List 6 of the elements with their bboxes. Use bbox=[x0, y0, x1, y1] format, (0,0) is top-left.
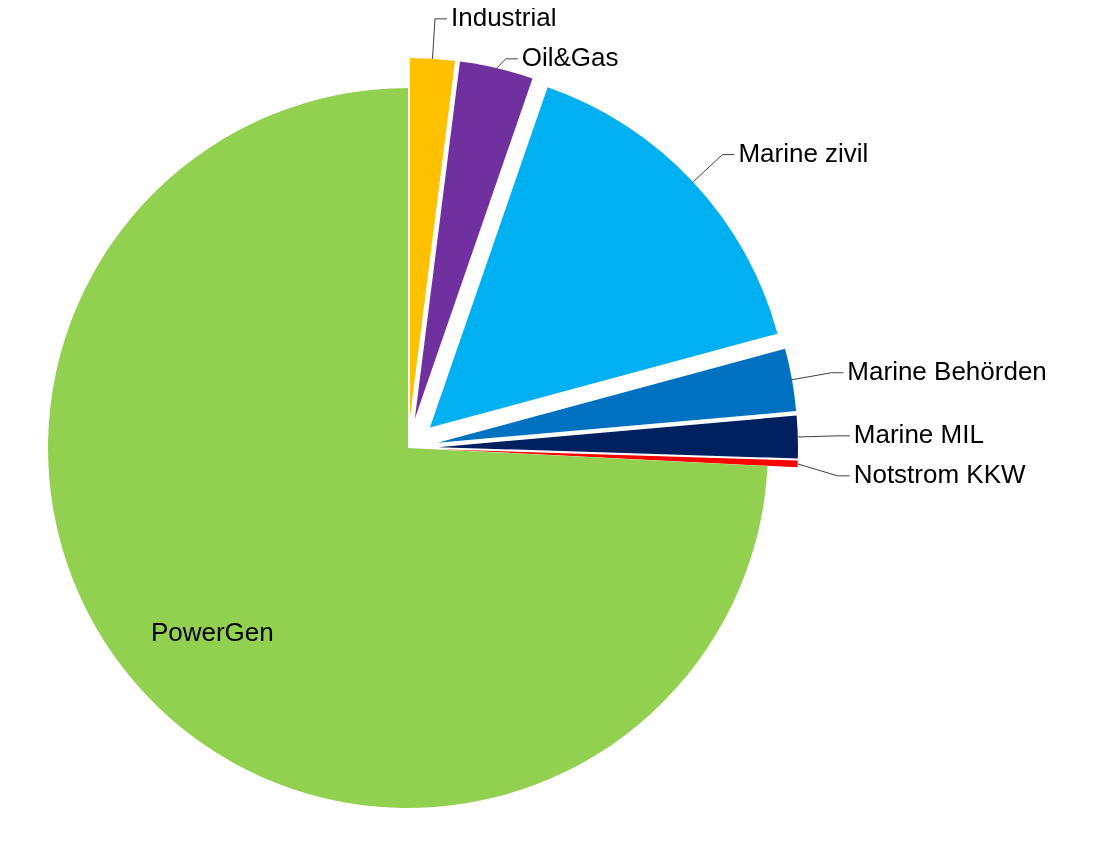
slice-label: Notstrom KKW bbox=[853, 458, 1027, 489]
slice-label: PowerGen bbox=[150, 616, 274, 647]
slice-label: Marine Behörden bbox=[847, 355, 1047, 386]
slice-label: Marine zivil bbox=[738, 137, 869, 168]
slice-label: Oil&Gas bbox=[521, 41, 619, 72]
slice-label: Marine MIL bbox=[853, 418, 984, 449]
